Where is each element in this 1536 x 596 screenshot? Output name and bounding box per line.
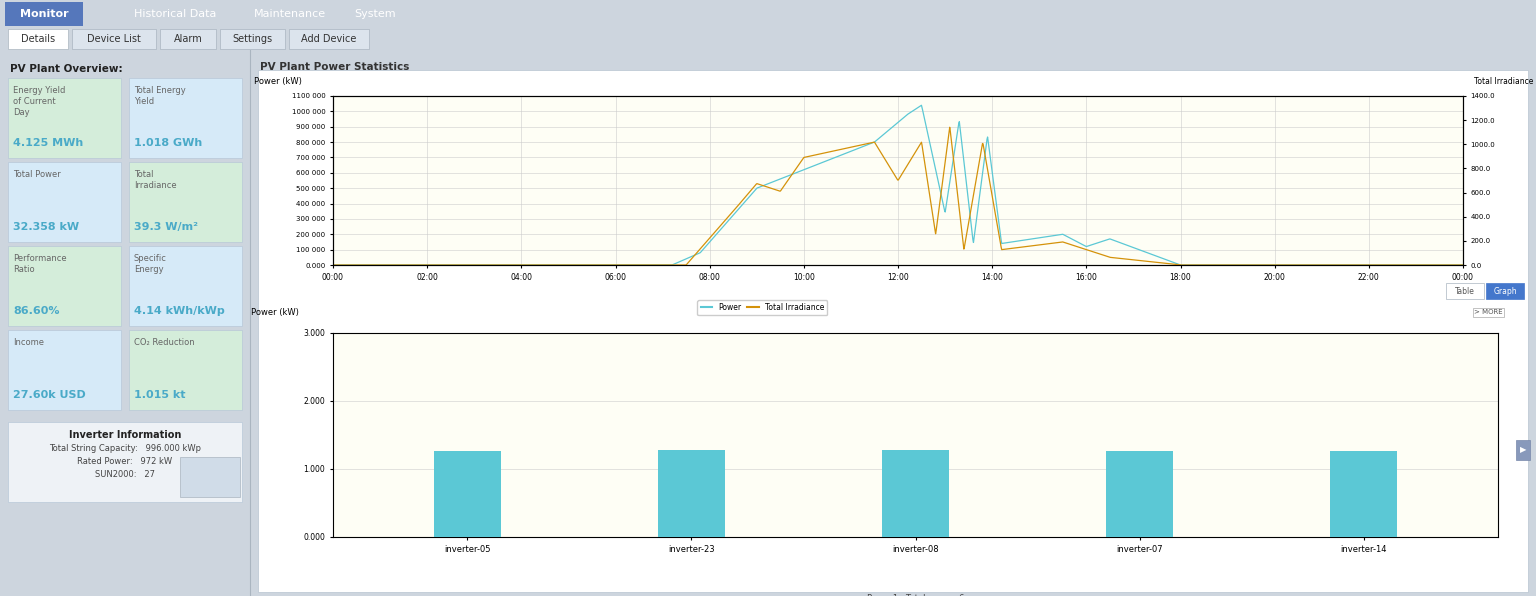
Bar [129,78,243,158]
Text: of Current: of Current [12,97,55,106]
Text: Total: Total [134,170,154,179]
Text: System: System [355,9,396,19]
Text: Settings: Settings [232,34,272,44]
Bar [8,246,121,326]
Text: 27.60k USD: 27.60k USD [12,390,86,400]
Text: 4.125 MWh: 4.125 MWh [12,138,83,148]
Bar [8,330,121,410]
Text: Details: Details [22,34,55,44]
Text: PV Plant Overview:: PV Plant Overview: [11,64,123,74]
FancyBboxPatch shape [72,29,157,49]
Text: Total Irradiance  (W/m²): Total Irradiance (W/m²) [1475,77,1536,86]
Text: Device List: Device List [88,34,141,44]
FancyBboxPatch shape [160,29,217,49]
Bar [882,450,949,537]
Text: Page: 1   Total pages: 6: Page: 1 Total pages: 6 [866,594,965,596]
Text: PV Plant Power Statistics: PV Plant Power Statistics [260,62,410,72]
Bar [8,162,121,242]
Text: Historical Data: Historical Data [134,9,217,19]
Text: Monitor: Monitor [20,9,68,19]
Text: Total String Capacity:   996.000 kWp: Total String Capacity: 996.000 kWp [49,444,201,453]
Text: ▶: ▶ [1519,445,1527,455]
FancyBboxPatch shape [289,29,369,49]
Text: Specific: Specific [134,254,167,263]
Text: 4.14 kWh/kWp: 4.14 kWh/kWp [134,306,224,316]
Bar [129,246,243,326]
Text: 39.3 W/m²: 39.3 W/m² [134,222,198,232]
Bar [1106,451,1174,537]
Legend: Power, Total Irradiance: Power, Total Irradiance [697,300,828,315]
Text: Performance: Performance [12,254,66,263]
Text: Inverter Information: Inverter Information [69,430,181,440]
FancyBboxPatch shape [8,29,68,49]
Text: Irradiance: Irradiance [134,181,177,190]
Text: CO₂ Reduction: CO₂ Reduction [134,338,195,347]
Text: Energy Yield: Energy Yield [12,86,66,95]
Text: Graph: Graph [1493,287,1518,296]
Bar [258,70,1528,592]
Bar [8,78,121,158]
Text: Power (kW): Power (kW) [253,77,301,86]
Bar [5,2,83,26]
FancyBboxPatch shape [220,29,286,49]
Text: SUN2000:   27: SUN2000: 27 [95,470,155,479]
Text: 1.018 GWh: 1.018 GWh [134,138,203,148]
Text: Table: Table [1455,287,1475,296]
Text: Ratio: Ratio [12,265,35,274]
Bar [129,162,243,242]
Text: Energy: Energy [134,265,164,274]
Text: Income: Income [12,338,45,347]
Bar [129,330,243,410]
Text: Alarm: Alarm [174,34,203,44]
Bar [1445,283,1484,299]
Bar [657,450,725,537]
Text: Total Power: Total Power [12,170,61,179]
Text: Total Energy: Total Energy [134,86,186,95]
Bar [8,422,243,502]
Bar [433,451,501,537]
Text: 86.60%: 86.60% [12,306,60,316]
Text: Day: Day [12,108,29,117]
Text: Add Device: Add Device [301,34,356,44]
Bar [1330,451,1398,537]
Text: Yield: Yield [134,97,154,106]
Text: Power (kW): Power (kW) [252,308,300,316]
Text: 32.358 kW: 32.358 kW [12,222,80,232]
Text: 1.015 kt: 1.015 kt [134,390,186,400]
Bar [1485,283,1524,299]
Text: Rated Power:   972 kW: Rated Power: 972 kW [77,457,172,466]
Bar [1516,440,1530,460]
Bar [180,457,240,497]
Text: > MORE: > MORE [1475,309,1502,315]
Text: Maintenance: Maintenance [253,9,326,19]
